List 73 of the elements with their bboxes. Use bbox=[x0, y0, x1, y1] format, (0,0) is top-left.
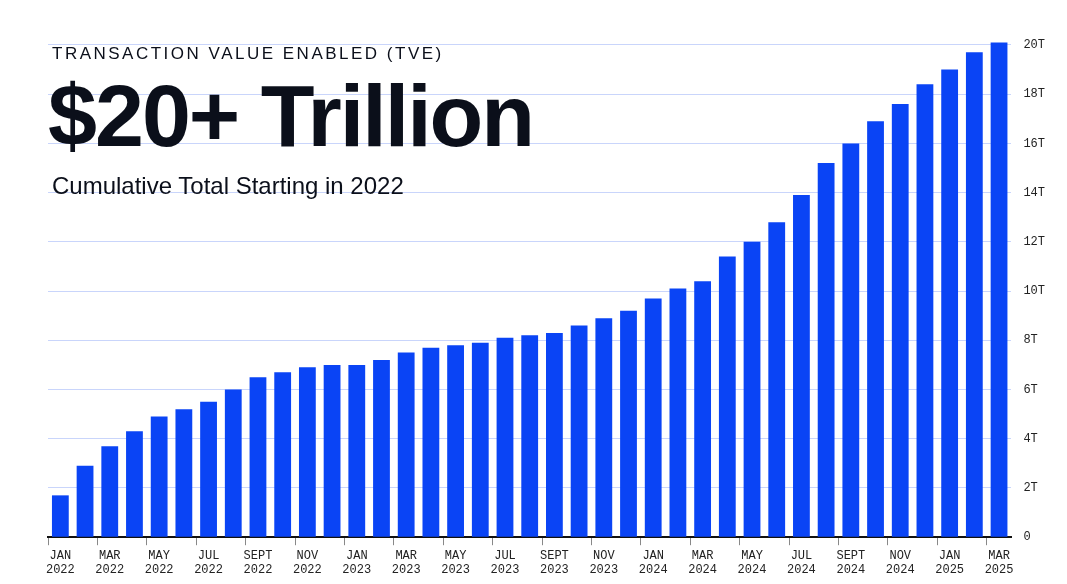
y-tick-label: 18T bbox=[1023, 87, 1046, 102]
bar bbox=[718, 256, 736, 537]
bar bbox=[200, 401, 217, 537]
bar bbox=[150, 416, 168, 537]
bar bbox=[669, 288, 687, 537]
x-tick-label: JUL 2023 bbox=[490, 548, 520, 577]
bar bbox=[817, 163, 835, 537]
bar bbox=[175, 409, 193, 537]
x-tick-label: MAR 2025 bbox=[984, 548, 1014, 577]
bar bbox=[644, 298, 662, 537]
x-tick-label: SEPT 2023 bbox=[539, 548, 569, 577]
bar bbox=[348, 364, 366, 537]
bar bbox=[842, 143, 860, 537]
text: Cumulative Total Starting in 2022 bbox=[52, 172, 405, 200]
bar bbox=[76, 465, 94, 537]
x-tick-label: MAR 2024 bbox=[688, 548, 718, 577]
bar bbox=[570, 325, 588, 537]
x-tick-label: JAN 2022 bbox=[45, 548, 75, 577]
annotation: TRANSACTION VALUE ENABLED (TVE) bbox=[52, 44, 445, 64]
bar bbox=[224, 389, 242, 537]
y-tick-label: 6T bbox=[1023, 382, 1038, 397]
bar bbox=[768, 222, 786, 537]
bar bbox=[447, 345, 464, 537]
y-tick-label: 16T bbox=[1023, 136, 1046, 151]
bar bbox=[521, 335, 539, 537]
bar bbox=[891, 104, 909, 537]
bar bbox=[743, 241, 761, 537]
bar bbox=[274, 372, 292, 537]
bar bbox=[694, 281, 712, 537]
bar bbox=[471, 342, 489, 537]
x-tick-label: NOV 2023 bbox=[589, 548, 619, 577]
x-tick-label: JAN 2024 bbox=[638, 548, 668, 577]
y-tick-label: 4T bbox=[1023, 431, 1038, 446]
x-tick-label: JUL 2024 bbox=[787, 548, 816, 577]
x-tick-label: JAN 2023 bbox=[342, 548, 372, 577]
bar bbox=[422, 347, 440, 537]
x-tick-label: SEPT 2022 bbox=[243, 548, 273, 577]
bar bbox=[867, 121, 884, 537]
x-tick-label: MAY 2022 bbox=[144, 548, 174, 577]
bar bbox=[101, 446, 119, 537]
bar bbox=[249, 377, 267, 537]
y-tick-label: 14T bbox=[1023, 185, 1046, 200]
bar bbox=[595, 318, 613, 537]
x-tick-label: NOV 2024 bbox=[885, 548, 915, 577]
bar bbox=[916, 84, 934, 537]
bar bbox=[496, 337, 514, 537]
y-tick-label: 2T bbox=[1023, 481, 1038, 496]
x-tick-label: JAN 2025 bbox=[935, 548, 965, 577]
y-tick-label: 8T bbox=[1023, 333, 1038, 348]
x-tick-label: NOV 2022 bbox=[292, 548, 322, 577]
bar bbox=[51, 495, 69, 537]
bar bbox=[126, 431, 143, 537]
bar bbox=[941, 69, 959, 537]
y-tick-label: 0 bbox=[1023, 530, 1031, 545]
x-tick-label: MAR 2023 bbox=[391, 548, 421, 577]
x-tick-label: MAY 2024 bbox=[737, 548, 767, 577]
y-tick-label: 10T bbox=[1023, 284, 1046, 299]
bar bbox=[298, 367, 316, 537]
y-tick-label: 20T bbox=[1023, 38, 1046, 53]
x-tick-label: JUL 2022 bbox=[194, 548, 223, 577]
bar bbox=[793, 195, 810, 537]
x-tick-label: SEPT 2024 bbox=[836, 548, 866, 577]
y-tick-label: 12T bbox=[1023, 235, 1046, 250]
bar bbox=[373, 359, 390, 537]
bar bbox=[965, 52, 983, 537]
bar bbox=[323, 364, 341, 537]
chart-title: $20+ Trillion bbox=[48, 66, 534, 166]
bar bbox=[397, 352, 415, 537]
x-tick-label: MAY 2023 bbox=[441, 548, 470, 577]
bar bbox=[546, 332, 563, 537]
bar bbox=[620, 310, 637, 537]
x-tick-label: MAR 2022 bbox=[95, 548, 125, 577]
bar bbox=[990, 42, 1008, 537]
